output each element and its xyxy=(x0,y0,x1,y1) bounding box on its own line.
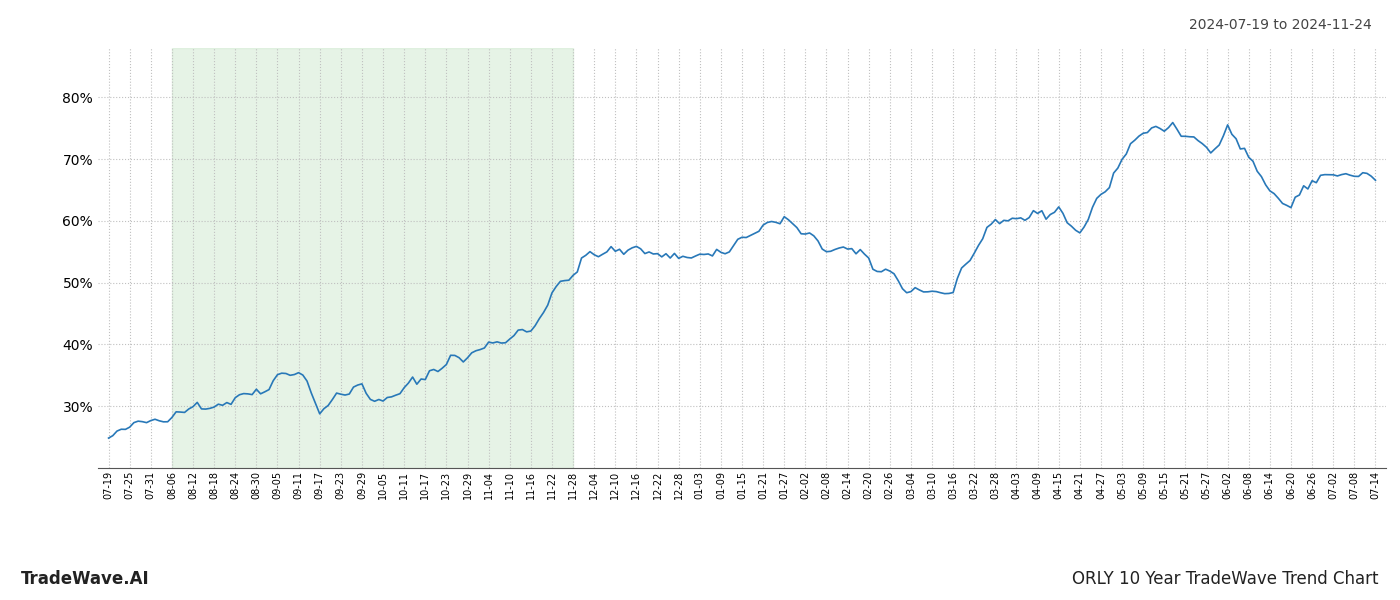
Text: 2024-07-19 to 2024-11-24: 2024-07-19 to 2024-11-24 xyxy=(1189,18,1372,32)
Bar xyxy=(172,48,573,468)
Text: TradeWave.AI: TradeWave.AI xyxy=(21,570,150,588)
Text: ORLY 10 Year TradeWave Trend Chart: ORLY 10 Year TradeWave Trend Chart xyxy=(1072,570,1379,588)
